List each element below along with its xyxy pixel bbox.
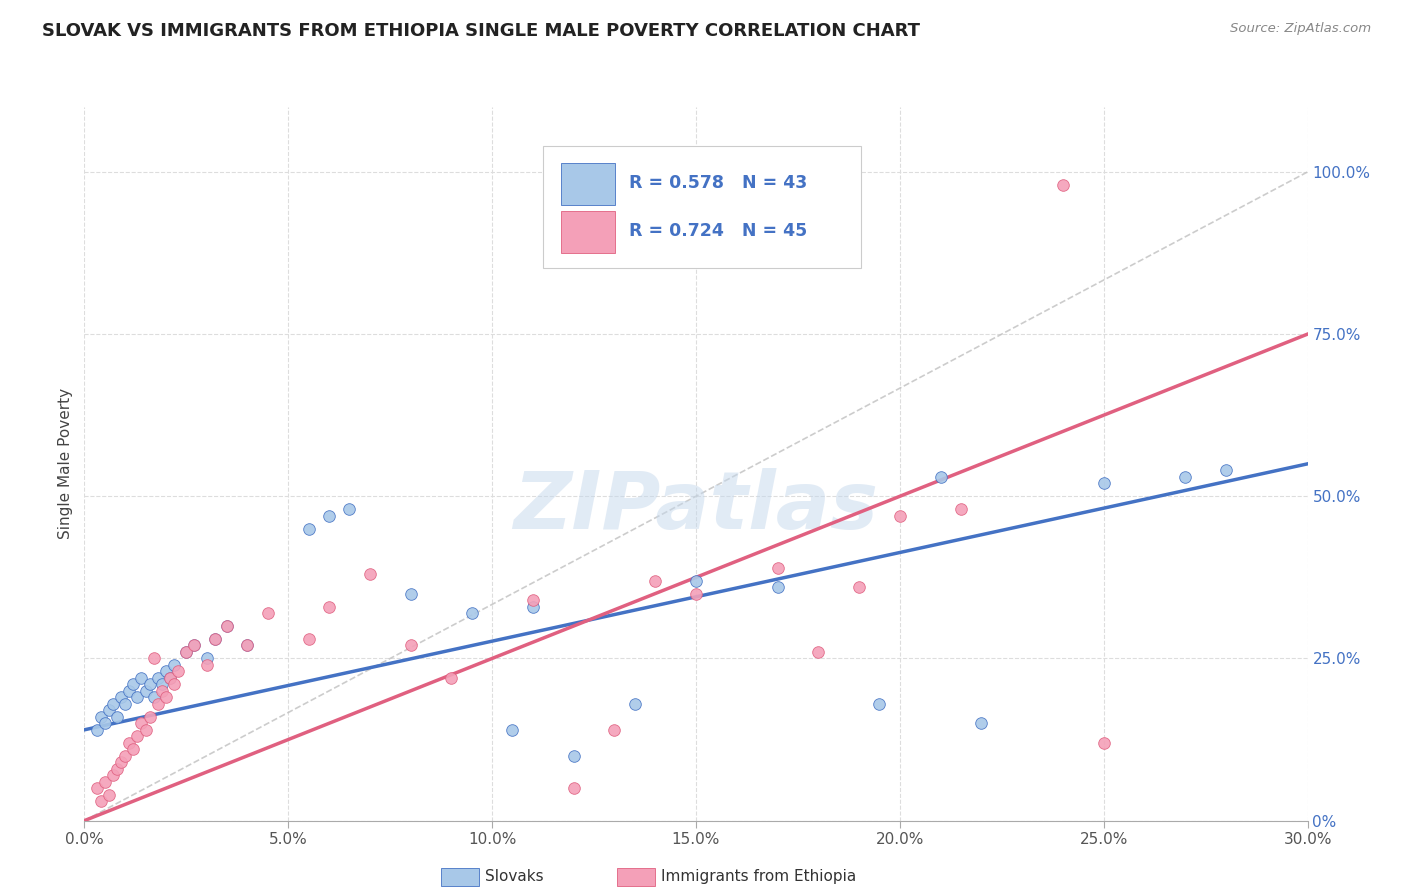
Point	[183, 639, 205, 653]
Point	[807, 645, 830, 659]
Point	[766, 560, 789, 574]
Point	[502, 723, 524, 737]
Point	[101, 768, 124, 782]
Point	[105, 762, 128, 776]
Point	[93, 716, 117, 731]
Point	[93, 774, 117, 789]
FancyBboxPatch shape	[561, 211, 616, 252]
Point	[146, 671, 169, 685]
Point	[236, 639, 259, 653]
Point	[86, 781, 108, 796]
Point	[257, 606, 280, 620]
Point	[929, 470, 952, 484]
Point	[159, 671, 181, 685]
Text: ZIPatlas: ZIPatlas	[513, 467, 879, 546]
Text: R = 0.724   N = 45: R = 0.724 N = 45	[628, 222, 807, 240]
Text: Slovaks: Slovaks	[485, 870, 544, 884]
Point	[138, 677, 160, 691]
Point	[522, 593, 544, 607]
Point	[217, 619, 239, 633]
Text: R = 0.578   N = 43: R = 0.578 N = 43	[628, 175, 807, 193]
Point	[90, 794, 112, 808]
Point	[97, 703, 120, 717]
Point	[440, 671, 463, 685]
Point	[766, 580, 789, 594]
Text: Immigrants from Ethiopia: Immigrants from Ethiopia	[661, 870, 856, 884]
Point	[1052, 178, 1074, 192]
Point	[1092, 476, 1115, 491]
Point	[1174, 470, 1197, 484]
Point	[114, 748, 136, 763]
Point	[127, 690, 149, 705]
FancyBboxPatch shape	[561, 162, 616, 205]
Point	[142, 690, 165, 705]
Point	[118, 736, 141, 750]
Point	[298, 632, 321, 646]
Point	[163, 657, 186, 672]
Point	[970, 716, 993, 731]
Point	[146, 697, 169, 711]
Point	[562, 781, 585, 796]
Point	[889, 508, 911, 523]
Point	[685, 574, 707, 588]
Point	[183, 639, 205, 653]
Point	[155, 690, 177, 705]
Point	[150, 684, 173, 698]
Y-axis label: Single Male Poverty: Single Male Poverty	[58, 388, 73, 540]
Point	[174, 645, 197, 659]
Point	[236, 639, 259, 653]
Point	[339, 502, 361, 516]
Point	[110, 690, 132, 705]
Point	[399, 639, 422, 653]
Point	[298, 522, 321, 536]
Point	[122, 677, 145, 691]
Point	[122, 742, 145, 756]
Text: Source: ZipAtlas.com: Source: ZipAtlas.com	[1230, 22, 1371, 36]
Point	[950, 502, 973, 516]
Point	[131, 671, 153, 685]
Point	[114, 697, 136, 711]
Point	[155, 665, 177, 679]
Point	[562, 748, 585, 763]
Point	[97, 788, 120, 802]
Point	[131, 716, 153, 731]
Point	[195, 651, 218, 665]
Point	[522, 599, 544, 614]
Point	[159, 671, 181, 685]
Point	[163, 677, 186, 691]
Point	[318, 508, 340, 523]
Point	[86, 723, 108, 737]
Point	[461, 606, 484, 620]
Point	[142, 651, 165, 665]
Point	[1092, 736, 1115, 750]
Point	[603, 723, 626, 737]
Point	[127, 729, 149, 743]
Text: SLOVAK VS IMMIGRANTS FROM ETHIOPIA SINGLE MALE POVERTY CORRELATION CHART: SLOVAK VS IMMIGRANTS FROM ETHIOPIA SINGL…	[42, 22, 920, 40]
Point	[644, 574, 666, 588]
Point	[848, 580, 870, 594]
Point	[204, 632, 226, 646]
Point	[118, 684, 141, 698]
Point	[138, 710, 160, 724]
Point	[1215, 463, 1237, 477]
Point	[174, 645, 197, 659]
Point	[318, 599, 340, 614]
Point	[195, 657, 218, 672]
Point	[135, 723, 157, 737]
Point	[685, 586, 707, 600]
Point	[399, 586, 422, 600]
Point	[359, 567, 381, 582]
Point	[217, 619, 239, 633]
Point	[167, 665, 190, 679]
Point	[135, 684, 157, 698]
Point	[105, 710, 128, 724]
Point	[90, 710, 112, 724]
Point	[204, 632, 226, 646]
Point	[150, 677, 173, 691]
Point	[101, 697, 124, 711]
Point	[869, 697, 891, 711]
Point	[624, 697, 647, 711]
Point	[110, 756, 132, 770]
FancyBboxPatch shape	[543, 146, 860, 268]
